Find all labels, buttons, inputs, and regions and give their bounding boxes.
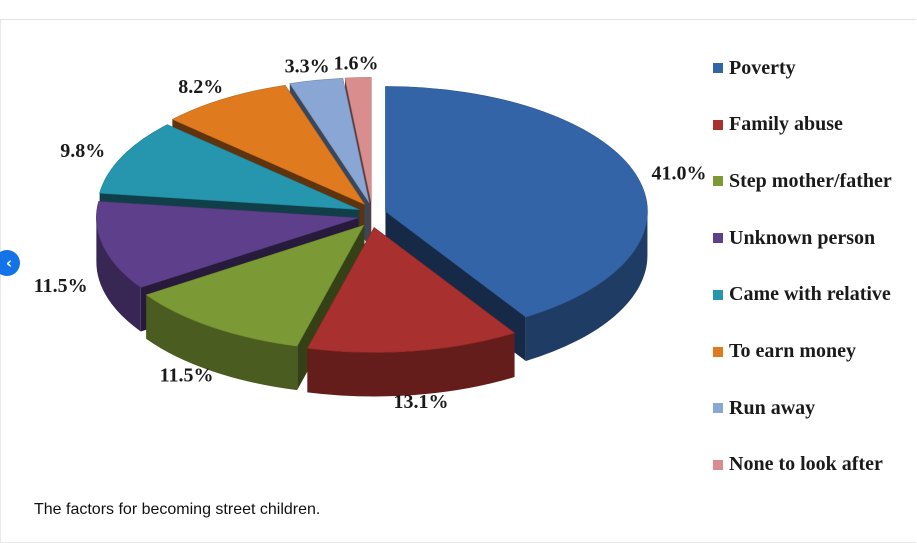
legend-swatch <box>713 459 723 470</box>
value-label-came-with-relative: 9.8% <box>60 140 105 162</box>
legend-swatch <box>713 176 723 187</box>
legend-label: To earn money <box>729 340 857 362</box>
legend-swatch <box>713 403 723 414</box>
value-label-step-mother-father: 11.5% <box>160 364 214 386</box>
chevron-left-icon: ‹ <box>5 254 13 272</box>
value-label-family-abuse: 13.1% <box>394 391 449 413</box>
value-label-run-away: 3.3% <box>285 56 330 78</box>
pie-slice-family-abuse <box>306 227 516 397</box>
value-label-to-earn-money: 8.2% <box>178 76 223 98</box>
legend-label: Poverty <box>729 56 796 79</box>
legend-swatch <box>713 346 723 357</box>
legend-swatch <box>713 63 723 73</box>
legend-item-run-away: Run away <box>713 396 815 420</box>
value-label-none-to-look-after: 1.6% <box>333 53 378 75</box>
legend-label: Unknown person <box>729 226 876 249</box>
legend-swatch <box>713 289 723 300</box>
legend-swatch <box>713 233 723 244</box>
legend-item-came-with-relative: Came with relative <box>713 283 891 307</box>
legend-label: None to look after <box>729 453 883 476</box>
value-label-unknown-person: 11.5% <box>34 275 88 297</box>
legend-item-unknown-person: Unknown person <box>713 226 875 250</box>
legend-item-family-abuse: Family abuse <box>713 113 843 137</box>
legend-item-none-to-look-after: None to look after <box>713 453 883 477</box>
value-label-poverty: 41.0% <box>651 162 706 184</box>
legend-item-poverty: Poverty <box>713 56 796 80</box>
legend-item-to-earn-money: To earn money <box>713 340 856 364</box>
legend-label: Came with relative <box>729 283 891 306</box>
legend-swatch <box>713 119 723 130</box>
legend-label: Run away <box>729 396 816 419</box>
previous-nav-button[interactable]: ‹ <box>0 250 20 276</box>
figure-caption: The factors for becoming street children… <box>34 501 321 518</box>
legend-item-step-mother-father: Step mother/father <box>713 169 892 193</box>
legend-label: Family abuse <box>729 113 843 136</box>
legend-label: Step mother/father <box>729 169 892 192</box>
